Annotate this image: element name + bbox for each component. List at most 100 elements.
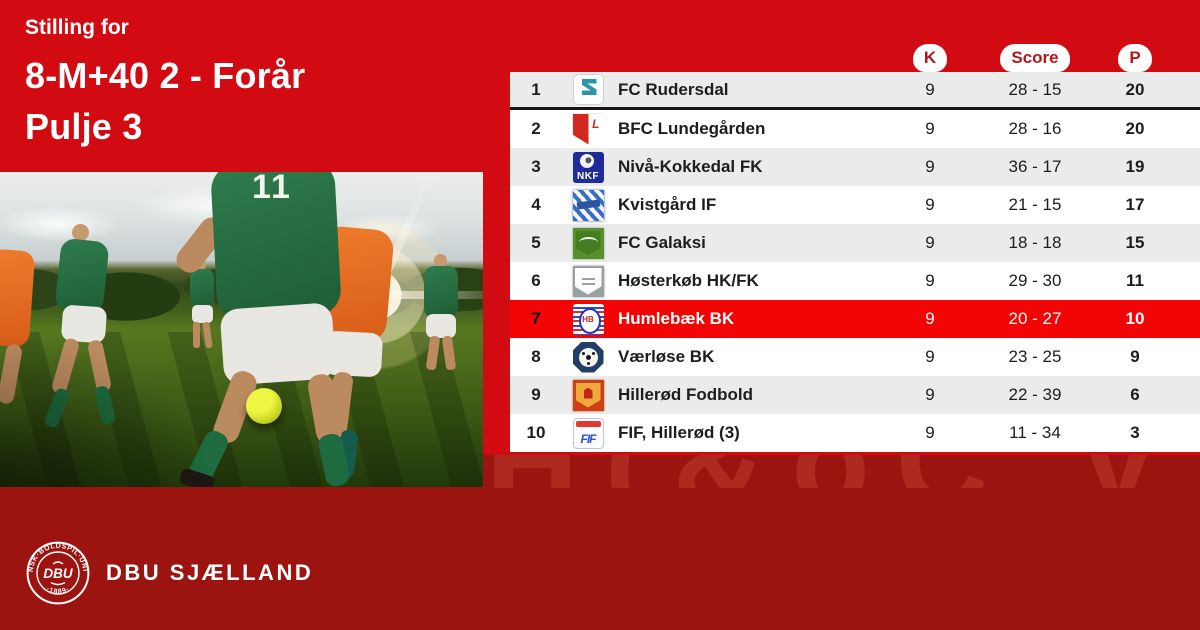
club-crest-icon: [572, 417, 604, 449]
table-row: 7 Humlebæk BK 9 20 - 27 10: [510, 300, 1200, 338]
table-row: 1 FC Rudersdal 9 28 - 15 20: [510, 72, 1200, 110]
title-line-1: 8-M+40 2 - Forår: [25, 55, 306, 96]
row-points: 11: [1126, 271, 1144, 290]
row-score: 20 - 27: [1008, 309, 1062, 328]
table-row: 6 Høsterkøb HK/FK 9 29 - 30 11: [510, 262, 1200, 300]
club-crest-icon: [572, 265, 604, 297]
club-logo-cell: [562, 227, 614, 259]
title-line-2: Pulje 3: [25, 106, 143, 148]
row-matches: 9: [925, 385, 935, 404]
photo-player-leg: [193, 322, 200, 348]
club-name: FC Rudersdal: [618, 79, 729, 99]
row-matches: 9: [925, 119, 935, 138]
club-logo-cell: [562, 151, 614, 183]
club-logo-cell: [562, 113, 614, 145]
photo-player: [190, 269, 214, 307]
footer-brand: DANSK·BOLDSPIL·UNION ·1889· DBU DBU SJÆL…: [26, 541, 313, 605]
club-crest-icon: [572, 74, 604, 105]
row-position: 3: [531, 157, 541, 176]
club-logo-cell: [562, 341, 614, 373]
football: [246, 388, 282, 424]
row-points: 19: [1125, 157, 1145, 176]
row-score: 28 - 15: [1008, 79, 1062, 99]
table-row: 5 FC Galaksi 9 18 - 18 15: [510, 224, 1200, 262]
table-row: 4 Kvistgård IF 9 21 - 15 17: [510, 186, 1200, 224]
club-crest-icon: [572, 113, 604, 145]
club-logo-cell: [562, 189, 614, 221]
match-photo: 11: [0, 172, 483, 487]
column-header-score: Score: [1000, 44, 1070, 72]
crest-monogram: DBU: [43, 566, 73, 581]
table-row: 10 FIF, Hillerød (3) 9 11 - 34 3: [510, 414, 1200, 452]
svg-text:·1889·: ·1889·: [45, 586, 71, 596]
photo-player-head: [434, 254, 447, 267]
row-position: 5: [531, 233, 541, 252]
photo-player-shorts: [192, 305, 213, 323]
row-points: 20: [1125, 79, 1145, 99]
title-block: Stilling for 8-M+40 2 - Forår Pulje 3: [25, 16, 305, 152]
row-points: 17: [1125, 195, 1145, 214]
row-score: 28 - 16: [1008, 119, 1062, 138]
club-crest-icon: [572, 189, 604, 221]
row-score: 21 - 15: [1008, 195, 1062, 214]
row-position: 10: [526, 423, 546, 442]
club-name: FC Galaksi: [618, 233, 706, 252]
club-logo-cell: [562, 74, 614, 105]
club-logo-cell: [562, 303, 614, 335]
row-score: 11 - 34: [1009, 423, 1061, 442]
club-name: Hillerød Fodbold: [618, 385, 754, 404]
page-title: 8-M+40 2 - Forår Pulje 3: [25, 50, 305, 152]
row-score: 29 - 30: [1008, 271, 1062, 290]
club-name: Værløse BK: [618, 347, 715, 366]
photo-player: [424, 266, 458, 318]
club-logo-cell: [562, 379, 614, 411]
row-matches: 9: [925, 347, 935, 366]
row-position: 6: [531, 271, 541, 290]
row-points: 9: [1130, 347, 1140, 366]
club-name: Humlebæk BK: [618, 309, 735, 328]
row-position: 4: [531, 195, 541, 214]
club-crest-icon: [572, 341, 604, 373]
brand-wordmark: DBU SJÆLLAND: [106, 560, 314, 585]
club-logo-cell: [562, 265, 614, 297]
club-crest-icon: [572, 379, 604, 411]
club-name: Kvistgård IF: [618, 195, 717, 214]
club-logo-cell: [562, 417, 614, 449]
club-crest-icon: [572, 151, 604, 183]
club-crest-icon: [572, 303, 604, 335]
row-score: 22 - 39: [1008, 385, 1062, 404]
table-row: 9 Hillerød Fodbold 9 22 - 39 6: [510, 376, 1200, 414]
club-crest-icon: [572, 227, 604, 259]
row-position: 8: [531, 347, 541, 366]
row-matches: 9: [925, 79, 935, 99]
row-matches: 9: [925, 309, 935, 328]
photo-player-shorts: [426, 314, 456, 338]
row-matches: 9: [925, 157, 935, 176]
table-row: 8 Værløse BK 9 23 - 25 9: [510, 338, 1200, 376]
row-position: 1: [531, 79, 541, 99]
club-name: Høsterkøb HK/FK: [618, 271, 759, 290]
row-position: 7: [531, 309, 541, 328]
photo-player-head: [72, 224, 89, 241]
row-points: 3: [1130, 423, 1140, 442]
row-position: 9: [531, 385, 541, 404]
club-name: Nivå-Kokkedal FK: [618, 157, 763, 176]
jersey-number: 11: [252, 172, 292, 207]
photo-vignette: [0, 172, 483, 487]
row-points: 10: [1125, 309, 1145, 328]
row-score: 23 - 25: [1008, 347, 1062, 366]
club-name: BFC Lundegården: [618, 119, 766, 138]
standings-rows: 1 FC Rudersdal 9 28 - 15 20 2 BFC Lundegården 9…: [510, 72, 1200, 452]
standings-header-row: K Score P: [510, 42, 1200, 72]
row-score: 36 - 17: [1008, 157, 1062, 176]
row-matches: 9: [925, 233, 935, 252]
row-score: 18 - 18: [1008, 233, 1062, 252]
watermark-pattern: [468, 455, 1200, 488]
club-name: FIF, Hillerød (3): [618, 423, 740, 442]
row-matches: 9: [925, 423, 935, 442]
dbu-crest-logo: DANSK·BOLDSPIL·UNION ·1889· DBU: [26, 541, 90, 605]
row-position: 2: [531, 119, 541, 138]
column-header-matches: K: [912, 44, 948, 72]
row-points: 20: [1125, 119, 1145, 138]
